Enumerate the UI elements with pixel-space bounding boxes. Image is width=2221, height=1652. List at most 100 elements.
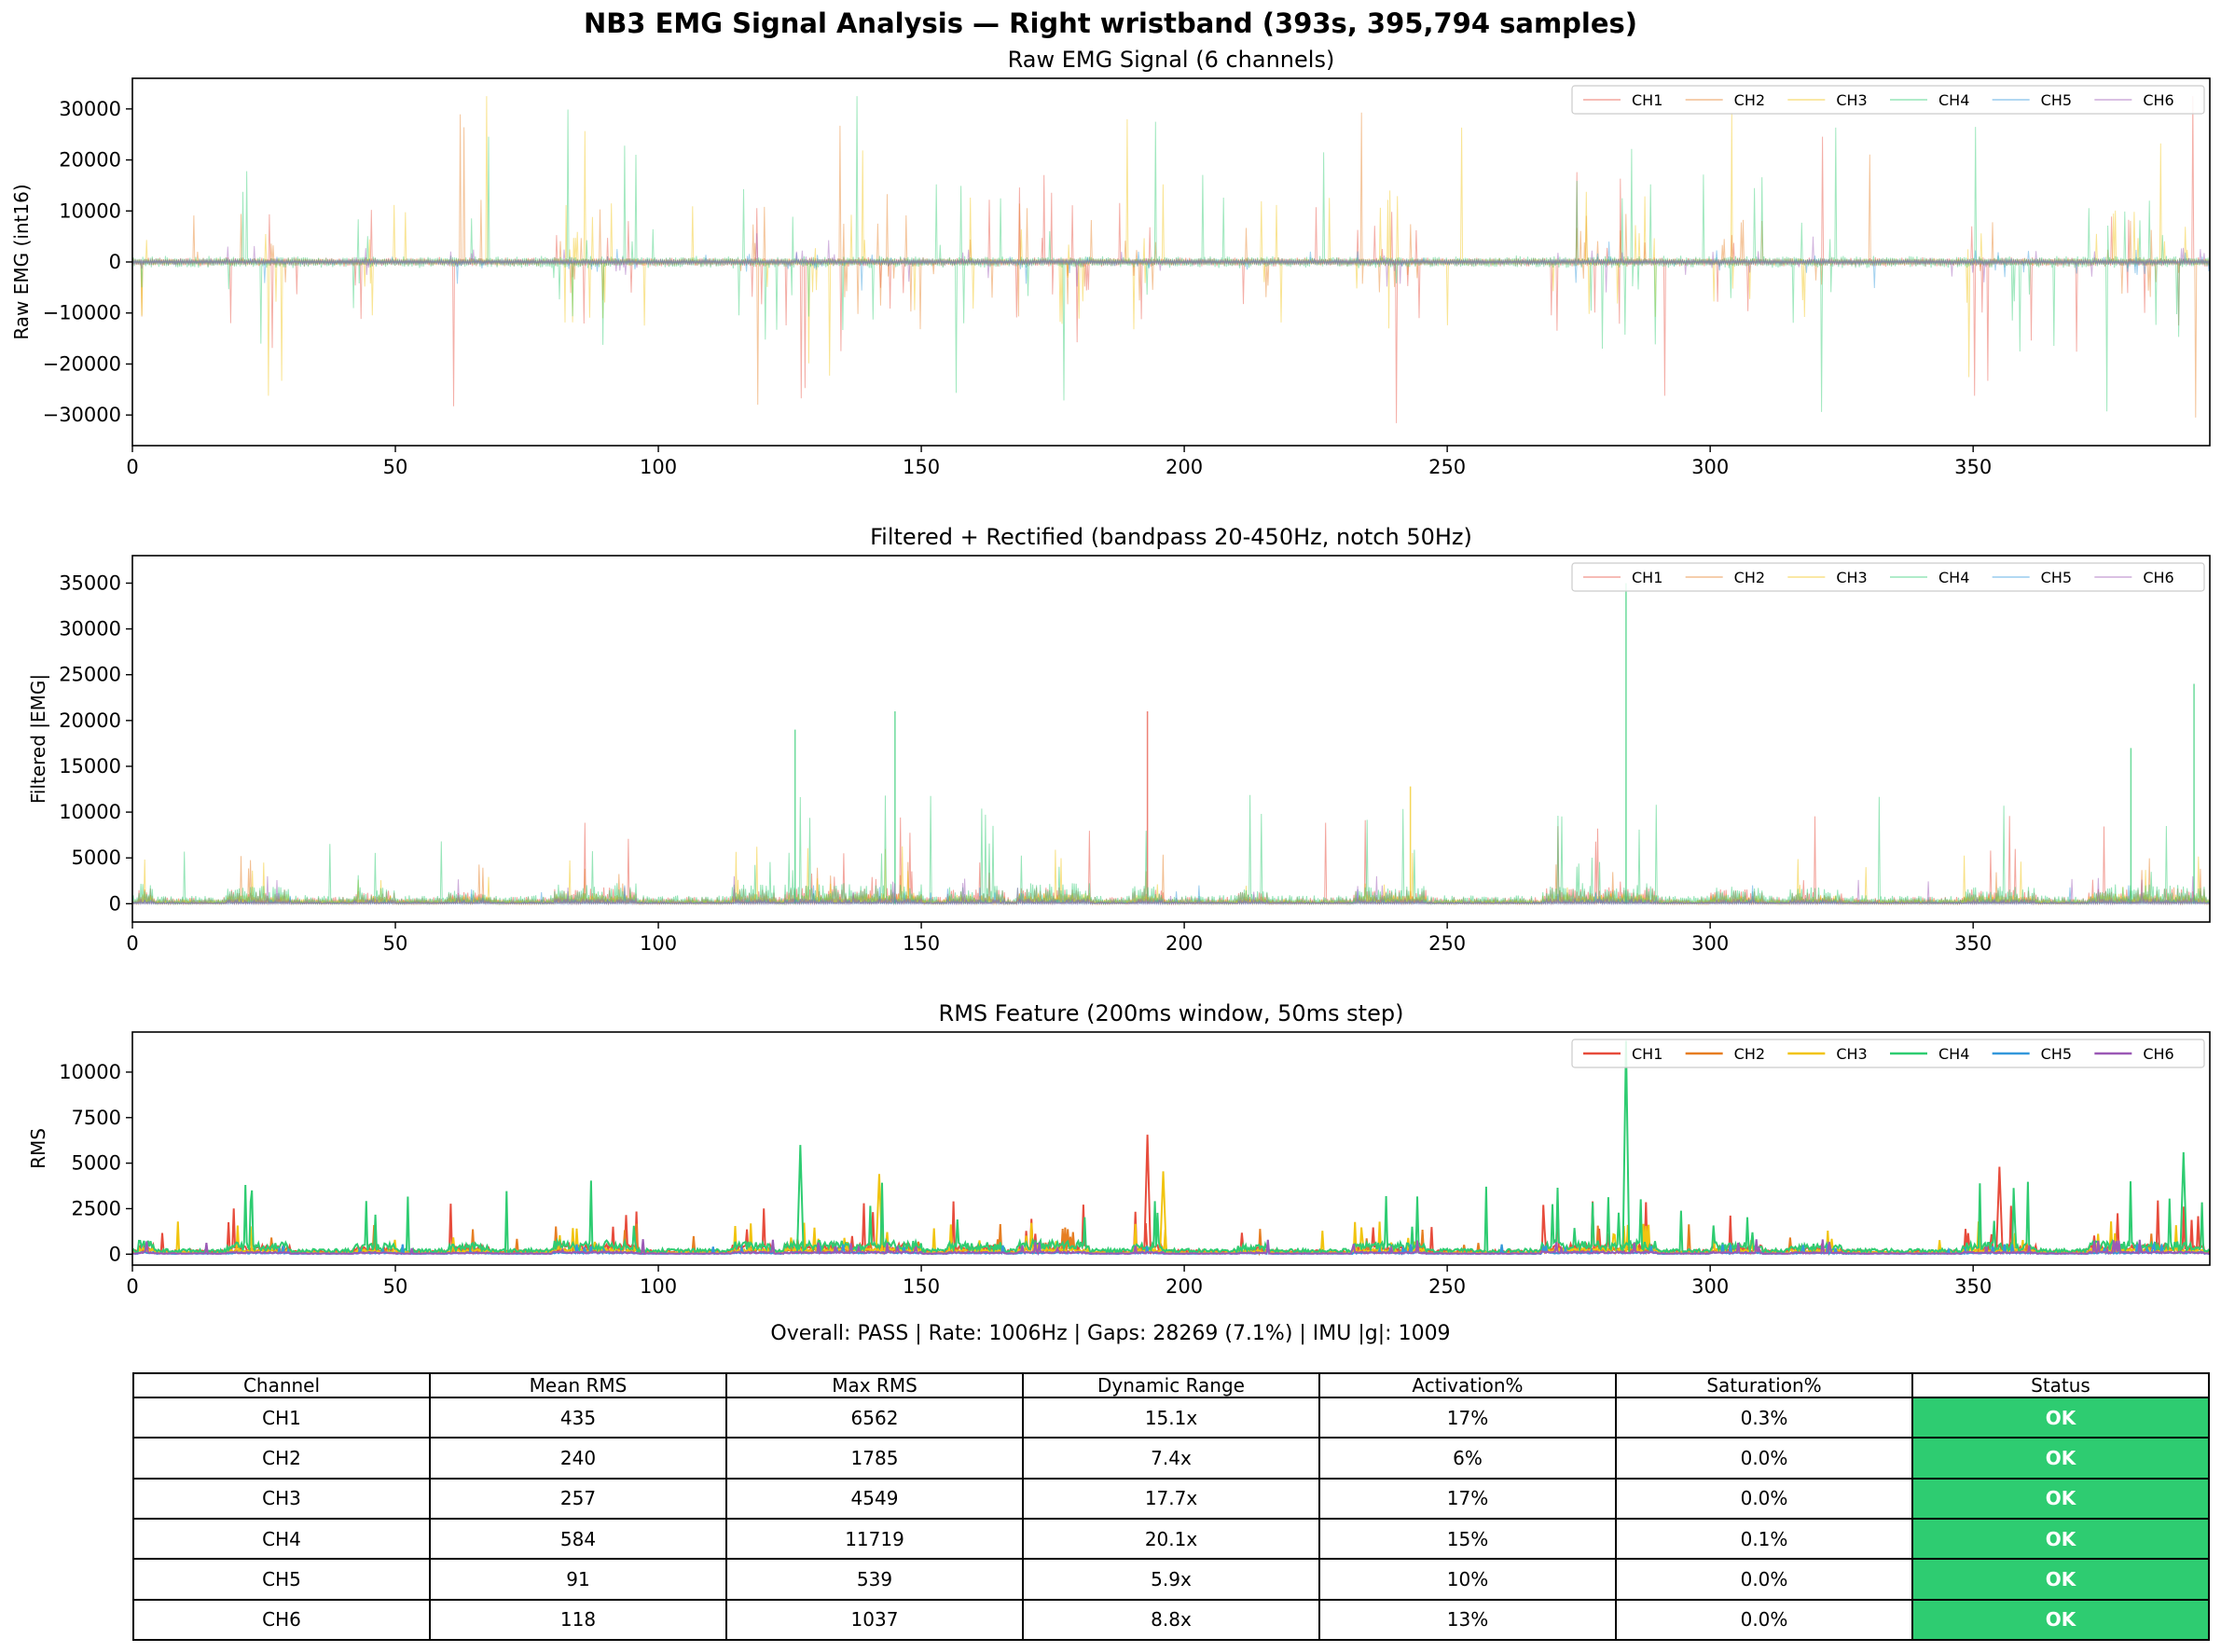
x-tick-label: 50 [383,1275,408,1298]
x-tick-label: 50 [383,932,408,955]
series-line-ch4 [132,1180,2210,1256]
table-cell: 17% [1318,1396,1617,1439]
column-header: Channel [132,1372,431,1398]
legend-box [1571,85,2205,115]
peak-ch4 [2179,1151,2188,1255]
y-tick-label: 30000 [59,98,121,120]
column-header: Max RMS [725,1372,1024,1398]
y-tick-label: 5000 [72,1152,121,1175]
x-tick-label: 50 [383,456,408,478]
table-cell: 0.3% [1615,1396,1913,1439]
x-tick-label: 300 [1691,456,1729,478]
table-cell: 257 [429,1477,727,1520]
x-tick-label: 200 [1166,456,1203,478]
legend-label: CH1 [1632,569,1662,586]
table-row: CH5 91 539 5.9x 10% 0.0% OK [132,1558,2210,1601]
table-cell: 1037 [725,1598,1024,1642]
series-line-ch3 [132,846,2210,906]
status-badge: OK [1911,1437,2210,1480]
chart-title: Raw EMG Signal (6 channels) [1008,47,1335,73]
table-body: CH1 435 6562 15.1x 17% 0.3% OK CH2 240 1785 7.4x 6%… [132,1396,2210,1642]
table-cell: 0.0% [1615,1477,1913,1520]
legend-label: CH6 [2143,1045,2173,1063]
y-tick-label: 7500 [72,1107,121,1129]
chart-title: Filtered + Rectified (bandpass 20-450Hz,… [870,524,1472,550]
table-cell: 8.8x [1022,1598,1320,1642]
legend-label: CH4 [1938,1045,1969,1063]
legend-label: CH5 [2041,91,2072,109]
status-badge: OK [1911,1396,2210,1439]
table-row: CH4 584 11719 20.1x 15% 0.1% OK [132,1517,2210,1561]
legend-label: CH3 [1836,569,1867,586]
legend-label: CH3 [1836,91,1867,109]
status-badge: OK [1911,1598,2210,1642]
chart-title: RMS Feature (200ms window, 50ms step) [939,1000,1404,1026]
table-cell: 435 [429,1396,727,1439]
legend-label: CH3 [1836,1045,1867,1063]
y-axis-label: RMS [27,1128,49,1169]
series-line-ch2 [132,1223,2210,1257]
y-tick-label: 15000 [59,755,121,778]
legend-label: CH4 [1938,569,1969,586]
x-tick-label: 200 [1166,1275,1203,1298]
table-cell: 6% [1318,1437,1617,1480]
legend-box [1571,1039,2205,1068]
plot-area [132,583,2210,906]
table-cell: 5.9x [1022,1558,1320,1601]
table-cell: 0.0% [1615,1437,1913,1480]
chart-panel-3: 0 50 100 150 200 250 300 350 0 2500 5000 7500 10000 R… [27,1000,2211,1298]
table-cell: 0.0% [1615,1558,1913,1601]
plot-area [132,1040,2210,1257]
y-axis-label: Filtered |EMG| [27,674,49,804]
y-tick-label: 0 [109,251,121,273]
table-cell: 10% [1318,1558,1617,1601]
y-tick-label: 10000 [59,1061,121,1083]
legend-label: CH5 [2041,569,2072,586]
legend-label: CH4 [1938,91,1969,109]
x-tick-label: 350 [1954,1275,1992,1298]
y-tick-label: −20000 [43,352,121,375]
series-line-ch3 [132,1221,2210,1257]
peak-ch4 [795,1145,805,1255]
x-tick-label: 250 [1428,932,1466,955]
x-tick-label: 150 [903,1275,940,1298]
x-tick-label: 300 [1691,1275,1729,1298]
status-badge: OK [1911,1558,2210,1601]
table-cell: CH3 [132,1477,431,1520]
table-cell: 7.4x [1022,1437,1320,1480]
legend-label: CH5 [2041,1045,2072,1063]
y-tick-label: 2500 [72,1197,121,1219]
axes-frame [131,555,2211,923]
table-cell: CH5 [132,1558,431,1601]
legend-label: CH2 [1734,1045,1765,1063]
series-line-ch3 [132,96,2210,396]
legend-box [1571,562,2205,592]
y-tick-label: −10000 [43,302,121,324]
y-tick-label: −30000 [43,404,121,426]
table-cell: 539 [725,1558,1024,1601]
status-badge: OK [1911,1477,2210,1520]
table-cell: 118 [429,1598,727,1642]
table-cell: 15.1x [1022,1396,1320,1439]
axes-frame [131,1031,2211,1266]
peak-ch4 [1621,1040,1631,1255]
series-line-ch1 [132,1200,2210,1256]
figure-title: NB3 EMG Signal Analysis — Right wristban… [583,7,1638,39]
table-row: CH3 257 4549 17.7x 17% 0.0% OK [132,1477,2210,1520]
column-header: Activation% [1318,1372,1617,1398]
table-header-row: Channel Mean RMS Max RMS Dynamic Range Activ… [132,1372,2210,1398]
table-cell: 584 [429,1517,727,1561]
channel-stats-table: Channel Mean RMS Max RMS Dynamic Range Activ… [132,1372,2210,1642]
x-tick-label: 350 [1954,932,1992,955]
x-tick-label: 350 [1954,456,1992,478]
y-tick-label: 35000 [59,571,121,594]
x-tick-label: 200 [1166,932,1203,955]
y-axis-label: Raw EMG (int16) [10,184,33,339]
series-line-ch4 [132,794,2210,906]
series-line-ch6 [132,1239,2210,1256]
x-tick-label: 150 [903,932,940,955]
x-tick-label: 0 [126,932,138,955]
series-line-ch2 [132,112,2210,418]
y-tick-label: 5000 [72,847,121,869]
table-cell: 240 [429,1437,727,1480]
